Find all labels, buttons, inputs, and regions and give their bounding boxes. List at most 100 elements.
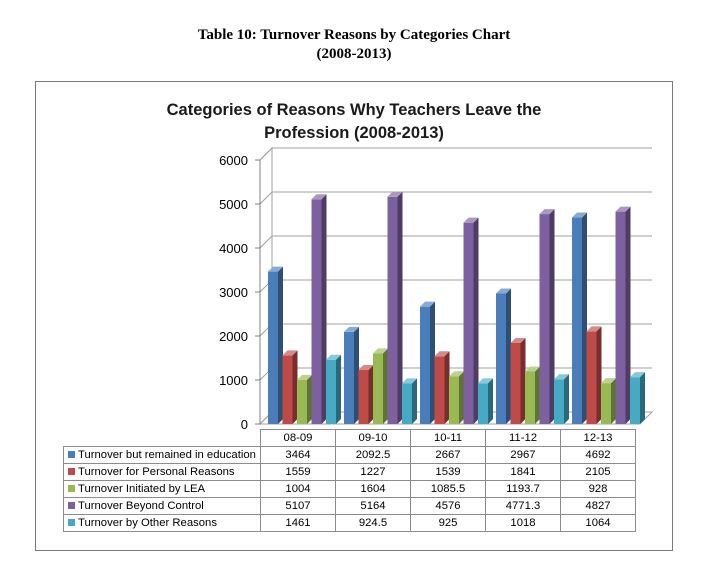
bar	[434, 351, 450, 424]
bar-top	[358, 365, 374, 371]
bar	[373, 348, 388, 424]
bar-front	[554, 379, 564, 424]
bar	[402, 378, 417, 424]
data-value: 1193.7	[485, 480, 561, 498]
data-value: 4576	[410, 497, 486, 515]
bar-top	[449, 371, 464, 377]
data-value: 5164	[335, 497, 411, 515]
bar-front	[311, 199, 322, 424]
bar-side	[535, 366, 540, 424]
bar-front	[478, 383, 488, 424]
table-row: Turnover for Personal Reasons 1559 1227 153…	[63, 463, 636, 481]
bar-side	[564, 374, 569, 424]
series-legend-cell: Turnover by Other Reasons	[63, 514, 261, 532]
series-legend-cell: Turnover Initiated by LEA	[63, 480, 261, 498]
bar-side	[278, 266, 283, 424]
bar-front	[434, 356, 445, 424]
bar-top	[420, 301, 435, 307]
bar	[344, 326, 359, 424]
bar-side	[488, 378, 493, 424]
bar-top	[387, 191, 403, 197]
bar-front	[586, 331, 597, 424]
bar	[601, 378, 616, 424]
bar-front	[344, 331, 354, 424]
chart-title: Categories of Reasons Why Teachers Leave…	[0, 99, 708, 145]
data-value: 1539	[410, 463, 486, 481]
bar	[449, 371, 464, 424]
bar-top	[572, 212, 587, 218]
bar-top	[496, 288, 511, 294]
data-value: 1559	[260, 463, 336, 481]
bar-front	[572, 217, 582, 424]
data-value: 5107	[260, 497, 336, 515]
bar-side	[292, 350, 298, 424]
data-value: 1064	[560, 514, 636, 532]
bar-top	[554, 374, 569, 380]
bar-front	[449, 376, 459, 424]
series-name: Turnover for Personal Reasons	[78, 466, 235, 478]
bar	[525, 366, 540, 424]
bar-side	[549, 209, 555, 424]
bar-side	[412, 378, 417, 424]
bar	[282, 350, 298, 424]
bar-top	[586, 326, 602, 332]
bar-side	[473, 217, 479, 424]
bar-top	[510, 337, 526, 343]
bar-top	[539, 209, 555, 215]
data-value: 1841	[485, 463, 561, 481]
table-row: Turnover by Other Reasons 1461 924.5 925 101…	[63, 514, 636, 532]
bar-side	[582, 212, 587, 424]
series-name: Turnover but remained in education	[78, 449, 256, 461]
bar-side	[430, 301, 435, 424]
category-label: 10-11	[410, 429, 486, 447]
bar-top	[434, 351, 450, 357]
bar-side	[321, 194, 327, 424]
bar	[478, 378, 493, 424]
bar-side	[625, 206, 631, 424]
data-value: 1604	[335, 480, 411, 498]
bar-side	[354, 326, 359, 424]
legend-swatch	[68, 485, 75, 492]
y-tick-label: 2000	[219, 329, 248, 344]
data-value: 4692	[560, 446, 636, 464]
data-value: 2105	[560, 463, 636, 481]
data-value: 925	[410, 514, 486, 532]
bar	[463, 217, 479, 424]
bar-top	[311, 194, 327, 200]
bar-top	[525, 366, 540, 372]
bar-top	[402, 378, 417, 384]
data-value: 1227	[335, 463, 411, 481]
bar	[586, 326, 602, 424]
bar	[420, 301, 435, 424]
series-legend-cell: Turnover for Personal Reasons	[63, 463, 261, 481]
bar-side	[444, 351, 450, 424]
bar	[358, 365, 374, 424]
category-label: 09-10	[335, 429, 411, 447]
bar	[510, 337, 526, 424]
legend-swatch	[68, 502, 75, 509]
bar-top	[615, 206, 631, 212]
bar	[311, 194, 327, 424]
bar-top	[344, 326, 359, 332]
bar-front	[630, 377, 640, 424]
series-name: Turnover by Other Reasons	[78, 517, 217, 529]
bar-top	[373, 348, 388, 354]
series-name: Turnover Initiated by LEA	[78, 483, 206, 495]
bar-side	[383, 348, 388, 424]
bar	[387, 191, 403, 424]
bar-top	[282, 350, 298, 356]
table-row: Turnover but remained in education 3464 20…	[63, 446, 636, 464]
bar-top	[268, 266, 283, 272]
chart-frame	[35, 81, 673, 551]
document-title-line1: Table 10: Turnover Reasons by Categories…	[197, 27, 511, 43]
bar	[615, 206, 631, 424]
category-label: 11-12	[485, 429, 561, 447]
bar-top	[630, 372, 645, 378]
chart-title-line2: Profession (2008-2013)	[264, 124, 444, 142]
bar-front	[510, 342, 521, 424]
category-label: 12-13	[560, 429, 636, 447]
category-label: 08-09	[260, 429, 336, 447]
bar-side	[520, 337, 526, 424]
y-tick-label: 0	[241, 417, 248, 432]
